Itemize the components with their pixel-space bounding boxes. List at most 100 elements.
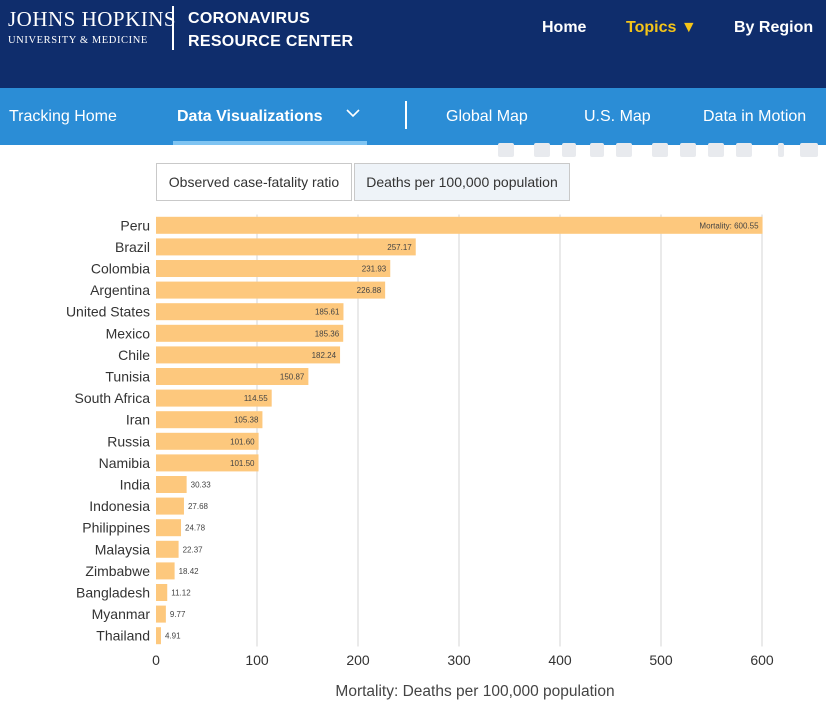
category-labels: Peru Brazil Colombia Argentina United States… xyxy=(66,217,150,643)
lasso-icon[interactable] xyxy=(616,143,632,157)
bar[interactable] xyxy=(156,368,309,385)
active-tab-indicator xyxy=(173,141,367,145)
category-label: Tunisia xyxy=(105,369,150,385)
category-label: Myanmar xyxy=(92,606,151,622)
site-title-line-1: CORONAVIRUS xyxy=(188,10,311,27)
bar[interactable] xyxy=(156,627,161,645)
data-label: 150.87 xyxy=(280,373,305,382)
category-label: Colombia xyxy=(91,261,150,277)
x-tick-label: 600 xyxy=(750,652,774,668)
data-label: 182.24 xyxy=(312,351,337,360)
data-label: 22.37 xyxy=(183,545,204,554)
data-label: 185.36 xyxy=(315,329,340,338)
bar[interactable] xyxy=(156,324,344,342)
data-label: 11.12 xyxy=(171,589,191,598)
data-label: 101.50 xyxy=(230,459,255,468)
x-tick-label: 200 xyxy=(346,652,370,668)
bar[interactable] xyxy=(156,281,386,299)
logo-line-1: JOHNS HOPKINS xyxy=(8,7,177,31)
subnav-data-in-motion[interactable]: Data in Motion xyxy=(703,108,807,125)
data-label: 257.17 xyxy=(387,243,412,252)
bar[interactable] xyxy=(156,605,166,623)
value-labels: Mortality: 600.55 257.17 231.93 226.88 185.6… xyxy=(165,221,759,640)
x-tick-label: 0 xyxy=(152,652,160,668)
nav-home[interactable]: Home xyxy=(542,19,587,36)
data-label: 226.88 xyxy=(357,286,382,295)
bar[interactable] xyxy=(156,411,263,429)
category-label: Zimbabwe xyxy=(85,563,150,579)
category-label: Namibia xyxy=(99,455,151,471)
zoom-in-icon[interactable] xyxy=(652,143,668,157)
subnav-tracking-home[interactable]: Tracking Home xyxy=(9,108,117,125)
tab-deaths-per-100k[interactable]: Deaths per 100,000 population xyxy=(354,163,570,201)
camera-icon[interactable] xyxy=(498,143,514,157)
site-title[interactable]: CORONAVIRUS RESOURCE CENTER xyxy=(188,7,353,53)
autoscale-icon[interactable] xyxy=(708,143,724,157)
x-tick-label: 300 xyxy=(447,652,471,668)
bar[interactable] xyxy=(156,260,391,277)
bar[interactable] xyxy=(156,497,184,515)
data-label: 27.68 xyxy=(188,502,209,511)
data-label: 231.93 xyxy=(362,265,387,274)
data-label: 4.91 xyxy=(165,632,181,641)
bar[interactable] xyxy=(156,562,175,580)
category-label: South Africa xyxy=(75,390,151,406)
home-reset-icon[interactable] xyxy=(736,143,752,157)
bar[interactable] xyxy=(156,540,179,558)
logo-line-2: UNIVERSITY & MEDICINE xyxy=(8,35,148,46)
bar[interactable] xyxy=(156,584,168,601)
chevron-down-icon[interactable] xyxy=(346,108,360,118)
category-label: Mexico xyxy=(106,325,151,341)
data-label: Mortality: 600.55 xyxy=(699,221,759,230)
bar[interactable] xyxy=(156,519,182,537)
x-tick-labels: 0 100 200 300 400 500 600 xyxy=(152,652,774,668)
category-label: Peru xyxy=(120,217,150,233)
category-label: Thailand xyxy=(96,628,150,644)
box-select-icon[interactable] xyxy=(590,143,604,157)
more-icon[interactable] xyxy=(778,143,784,157)
subnav-global-map[interactable]: Global Map xyxy=(446,108,528,125)
bar[interactable] xyxy=(156,389,272,407)
category-label: Philippines xyxy=(82,520,150,536)
zoom-out-icon[interactable] xyxy=(680,143,696,157)
x-axis-title: Mortality: Deaths per 100,000 population xyxy=(335,683,614,700)
category-label: Malaysia xyxy=(95,541,150,557)
category-label: Russia xyxy=(107,433,150,449)
nav-topics[interactable]: Topics ▼ xyxy=(626,19,697,36)
bar[interactable] xyxy=(156,303,344,321)
subnav-divider xyxy=(405,101,407,129)
category-label: Brazil xyxy=(115,239,150,255)
bar[interactable] xyxy=(156,454,259,472)
plotly-logo-icon[interactable] xyxy=(800,143,818,157)
x-tick-label: 500 xyxy=(649,652,673,668)
category-label: Chile xyxy=(118,347,150,363)
x-tick-label: 400 xyxy=(548,652,572,668)
category-label: Iran xyxy=(126,412,150,428)
bar[interactable] xyxy=(156,346,341,364)
data-label: 18.42 xyxy=(179,567,200,576)
bar[interactable] xyxy=(156,432,259,450)
data-label: 24.78 xyxy=(185,524,206,533)
category-label: Bangladesh xyxy=(76,585,150,601)
data-label: 114.55 xyxy=(244,394,268,403)
site-header: JOHNS HOPKINS UNIVERSITY & MEDICINE CORO… xyxy=(0,0,826,88)
data-label: 185.61 xyxy=(315,308,340,317)
bar[interactable] xyxy=(156,238,416,256)
data-label: 105.38 xyxy=(234,416,259,425)
pan-icon[interactable] xyxy=(562,143,576,157)
tab-case-fatality-ratio[interactable]: Observed case-fatality ratio xyxy=(156,163,352,201)
bar[interactable] xyxy=(156,476,187,493)
nav-by-region[interactable]: By Region xyxy=(734,19,814,36)
data-label: 30.33 xyxy=(191,481,212,490)
data-label: 101.60 xyxy=(230,437,255,446)
logo-divider xyxy=(172,6,174,50)
zoom-icon[interactable] xyxy=(534,143,550,157)
category-label: United States xyxy=(66,304,150,320)
subnav-data-visualizations[interactable]: Data Visualizations xyxy=(177,108,323,125)
grid-lines xyxy=(256,214,763,647)
bar[interactable] xyxy=(156,216,763,234)
jhu-logo[interactable]: JOHNS HOPKINS UNIVERSITY & MEDICINE xyxy=(8,8,176,48)
category-label: Argentina xyxy=(90,282,150,298)
subnav-us-map[interactable]: U.S. Map xyxy=(584,108,651,125)
